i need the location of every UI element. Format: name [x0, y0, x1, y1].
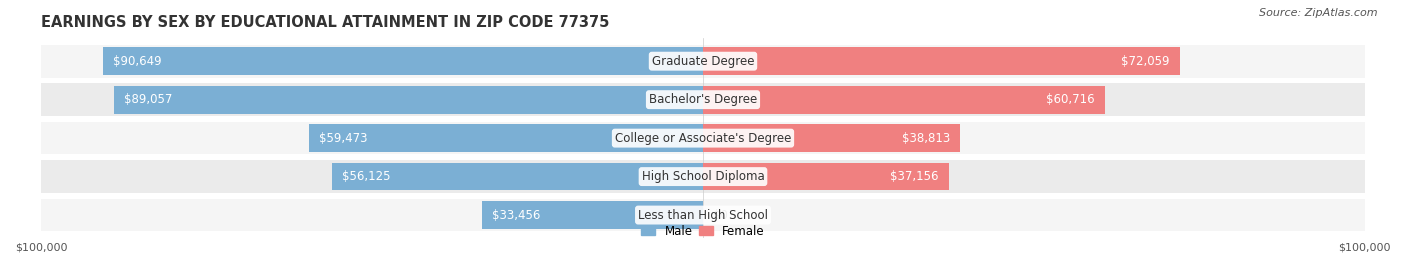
Bar	[703, 47, 1180, 75]
Text: Bachelor's Degree: Bachelor's Degree	[650, 93, 756, 106]
Text: $89,057: $89,057	[124, 93, 172, 106]
Text: Less than High School: Less than High School	[638, 209, 768, 222]
Text: EARNINGS BY SEX BY EDUCATIONAL ATTAINMENT IN ZIP CODE 77375: EARNINGS BY SEX BY EDUCATIONAL ATTAINMEN…	[41, 15, 610, 30]
Text: Source: ZipAtlas.com: Source: ZipAtlas.com	[1260, 8, 1378, 18]
Bar	[703, 163, 949, 191]
Bar	[41, 199, 1365, 231]
Text: $38,813: $38,813	[901, 132, 950, 145]
Bar	[114, 86, 703, 114]
Text: $59,473: $59,473	[319, 132, 368, 145]
Bar	[703, 86, 1105, 114]
Text: $60,716: $60,716	[1046, 93, 1095, 106]
Bar	[41, 45, 1365, 77]
Bar	[103, 47, 703, 75]
Text: $0: $0	[713, 209, 728, 222]
Legend: Male, Female: Male, Female	[637, 220, 769, 242]
Text: $56,125: $56,125	[342, 170, 389, 183]
Text: Graduate Degree: Graduate Degree	[652, 55, 754, 68]
Bar	[309, 124, 703, 152]
Bar	[41, 160, 1365, 193]
Text: $72,059: $72,059	[1122, 55, 1170, 68]
Bar	[332, 163, 703, 191]
Text: College or Associate's Degree: College or Associate's Degree	[614, 132, 792, 145]
Text: $90,649: $90,649	[112, 55, 162, 68]
Bar	[41, 122, 1365, 154]
Text: High School Diploma: High School Diploma	[641, 170, 765, 183]
Bar	[41, 83, 1365, 116]
Bar	[703, 124, 960, 152]
Bar	[482, 201, 703, 229]
Text: $37,156: $37,156	[890, 170, 939, 183]
Text: $33,456: $33,456	[492, 209, 540, 222]
